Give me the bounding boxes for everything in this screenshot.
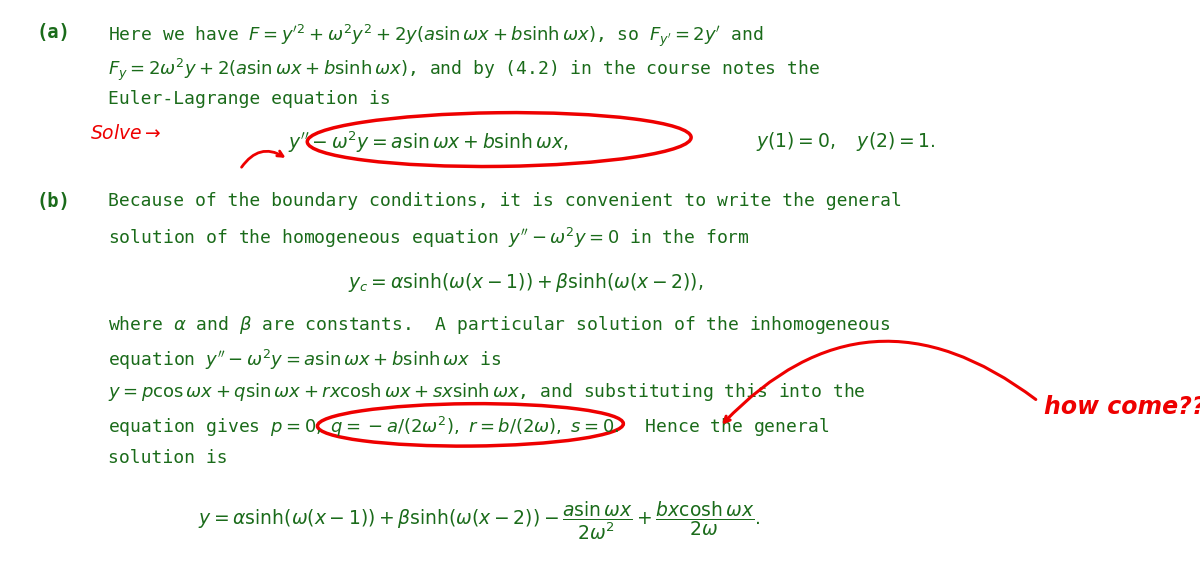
Text: Here we have $F = y'^{2} + \omega^2y^2 + 2y(a\sin\omega x + b\sinh\omega x)$, so: Here we have $F = y'^{2} + \omega^2y^2 +… (108, 23, 763, 49)
Text: solution of the homogeneous equation $y'' - \omega^2 y = 0$ in the form: solution of the homogeneous equation $y'… (108, 226, 750, 250)
Text: $y(1) = 0, \quad y(2) = 1.$: $y(1) = 0, \quad y(2) = 1.$ (756, 130, 936, 153)
Text: where $\alpha$ and $\beta$ are constants.  A particular solution of the inhomoge: where $\alpha$ and $\beta$ are constants… (108, 314, 890, 336)
Text: (b): (b) (36, 192, 70, 211)
Text: $F_y = 2\omega^2 y + 2(a\sin\omega x + b\sinh\omega x)$, and by (4.2) in the cou: $F_y = 2\omega^2 y + 2(a\sin\omega x + b… (108, 56, 820, 83)
Text: solution is: solution is (108, 449, 228, 467)
Text: (a): (a) (36, 23, 70, 42)
Text: equation $y'' - \omega^2 y = a\sin\omega x + b\sinh\omega x$ is: equation $y'' - \omega^2 y = a\sin\omega… (108, 347, 502, 372)
Text: $y = p\cos\omega x + q\sin\omega x + rx\cosh\omega x + sx\sinh\omega x$, and sub: $y = p\cos\omega x + q\sin\omega x + rx\… (108, 381, 865, 403)
Text: Euler-Lagrange equation is: Euler-Lagrange equation is (108, 90, 391, 108)
Text: $y'' - \omega^2y = a\sin\omega x + b\sinh\omega x,$: $y'' - \omega^2y = a\sin\omega x + b\sin… (288, 130, 569, 155)
Text: equation gives $p = 0,\ q = -a/(2\omega^2),\ r = b/(2\omega),\ s = 0.$  Hence th: equation gives $p = 0,\ q = -a/(2\omega^… (108, 415, 829, 440)
Text: Because of the boundary conditions, it is convenient to write the general: Because of the boundary conditions, it i… (108, 192, 902, 210)
Text: $y = \alpha\sinh(\omega(x-1)) + \beta\sinh(\omega(x-2)) - \dfrac{a\sin\omega x}{: $y = \alpha\sinh(\omega(x-1)) + \beta\si… (198, 500, 761, 542)
Text: $\mathit{Solve}{\rightarrow}$: $\mathit{Solve}{\rightarrow}$ (90, 124, 162, 144)
Text: how come??: how come?? (1044, 396, 1200, 419)
Text: $y_c = \alpha\sinh(\omega(x-1)) + \beta\sinh(\omega(x-2)),$: $y_c = \alpha\sinh(\omega(x-1)) + \beta\… (348, 271, 703, 294)
